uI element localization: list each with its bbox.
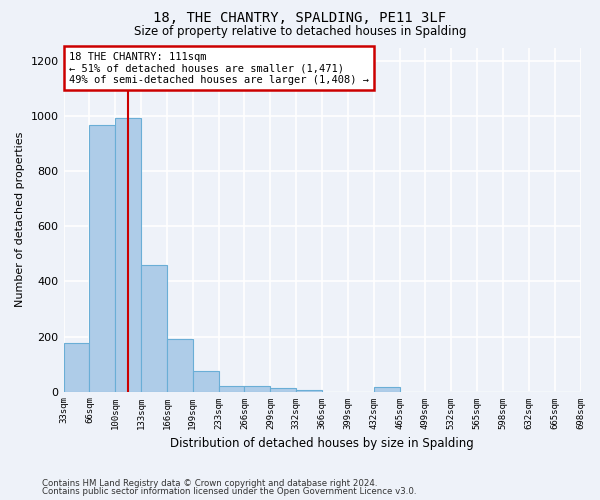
Text: Contains public sector information licensed under the Open Government Licence v3: Contains public sector information licen… xyxy=(42,487,416,496)
Y-axis label: Number of detached properties: Number of detached properties xyxy=(15,132,25,307)
Bar xyxy=(193,371,218,392)
Text: Contains HM Land Registry data © Crown copyright and database right 2024.: Contains HM Land Registry data © Crown c… xyxy=(42,478,377,488)
Text: 18, THE CHANTRY, SPALDING, PE11 3LF: 18, THE CHANTRY, SPALDING, PE11 3LF xyxy=(154,12,446,26)
Text: 18 THE CHANTRY: 111sqm
← 51% of detached houses are smaller (1,471)
49% of semi-: 18 THE CHANTRY: 111sqm ← 51% of detached… xyxy=(69,52,369,85)
Bar xyxy=(244,386,271,392)
Text: Size of property relative to detached houses in Spalding: Size of property relative to detached ho… xyxy=(134,25,466,38)
Bar xyxy=(296,390,322,392)
X-axis label: Distribution of detached houses by size in Spalding: Distribution of detached houses by size … xyxy=(170,437,474,450)
Bar xyxy=(115,118,141,392)
Bar xyxy=(64,344,89,392)
Bar xyxy=(374,388,400,392)
Bar xyxy=(141,265,167,392)
Bar xyxy=(271,388,296,392)
Bar xyxy=(218,386,244,392)
Bar xyxy=(89,124,115,392)
Bar xyxy=(167,340,193,392)
